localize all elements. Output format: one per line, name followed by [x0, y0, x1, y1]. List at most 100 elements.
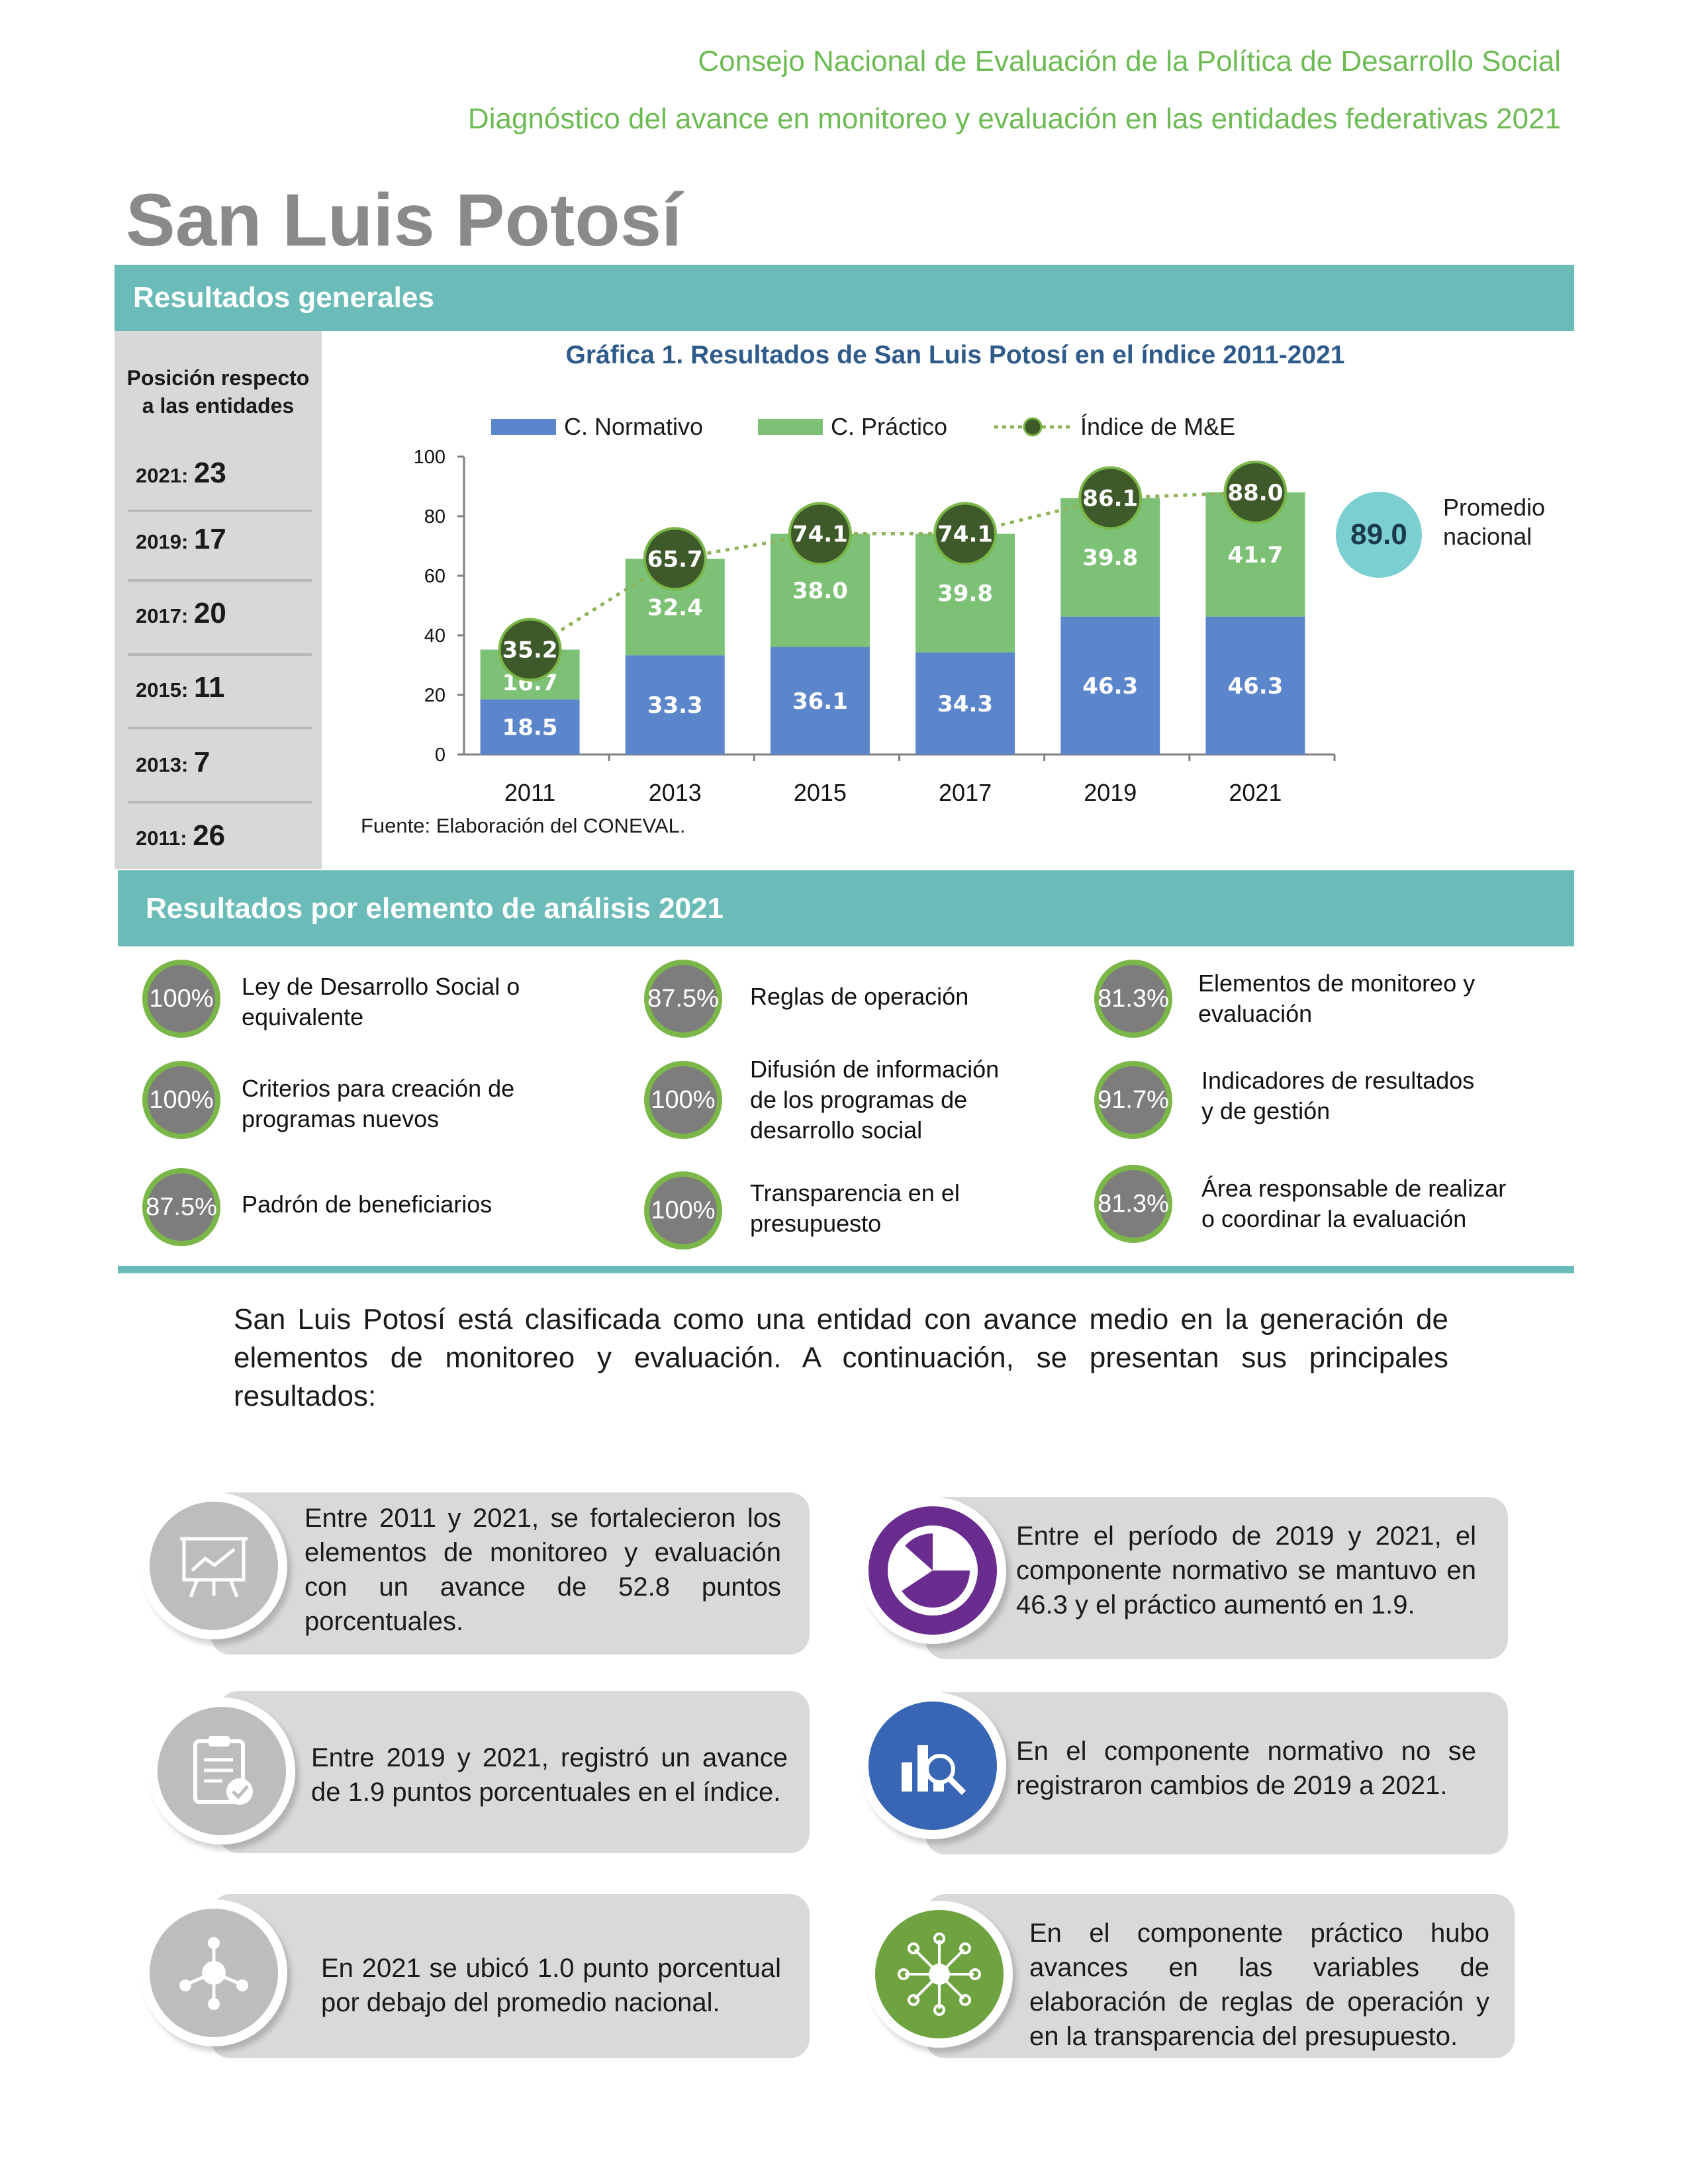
data-label-practico: 32.4 — [647, 594, 703, 621]
finding-text: En 2021 se ubicó 1.0 punto porcentual po… — [321, 1954, 781, 2017]
legend-normativo: C. Normativo — [491, 413, 703, 441]
y-tick-label: 80 — [424, 506, 445, 527]
header-council-name: Consejo Nacional de Evaluación de la Pol… — [698, 45, 1561, 77]
y-tick-label: 20 — [424, 685, 445, 706]
element-label-line: presupuesto — [750, 1210, 882, 1237]
finding-text: En el componente práctico hubo avances e… — [1029, 1919, 1489, 2051]
legend-swatch-practico — [758, 419, 823, 435]
national-average-value: 89.0 — [1350, 518, 1407, 551]
element-score-badge: 100% — [142, 960, 220, 1038]
ranking-divider — [128, 801, 312, 803]
element-label-line: Criterios para creación de — [242, 1075, 515, 1102]
legend-label-practico: C. Práctico — [831, 413, 948, 440]
ranking-row: 2015: 11 — [136, 671, 224, 704]
element-label: Elementos de monitoreo y evaluación — [1198, 968, 1475, 1029]
data-label-indice: 88.0 — [1227, 480, 1283, 506]
y-tick-label: 100 — [414, 447, 445, 468]
legend-label-normativo: C. Normativo — [564, 413, 704, 440]
ranking-value: 20 — [193, 597, 226, 629]
element-label: Difusión de información de los programas … — [750, 1054, 999, 1146]
finding-icon-ring — [859, 1497, 1006, 1644]
network-star-icon — [875, 1910, 1004, 2038]
element-label: Reglas de operación — [750, 981, 968, 1012]
element-label-line: Difusión de información — [750, 1056, 1000, 1083]
stacked-bar-chart: 020406080100201118.516.7201333.332.42015… — [414, 447, 1336, 806]
page-title: San Luis Potosí — [126, 179, 682, 261]
point-indice — [933, 502, 998, 566]
element-score: 87.5% — [647, 984, 719, 1013]
ranking-value: 23 — [193, 457, 226, 489]
finding-icon-ring — [148, 1698, 295, 1844]
legend-swatch-normativo — [491, 419, 556, 435]
finding-text: Entre el período de 2019 y 2021, el comp… — [1016, 1522, 1476, 1619]
element-score-badge: 100% — [142, 1061, 220, 1139]
bar-normativo — [1060, 616, 1160, 754]
data-label-indice: 86.1 — [1082, 486, 1138, 512]
element-label-line: Reglas de operación — [750, 983, 969, 1010]
ranking-row: 2011: 26 — [136, 819, 225, 852]
legend-practico: C. Práctico — [758, 413, 947, 441]
element-score-badge: 81.3% — [1094, 960, 1172, 1038]
element-label-line: de los programas de — [750, 1086, 968, 1113]
finding-card — [211, 1492, 810, 1655]
element-label-line: equivalente — [242, 1003, 364, 1030]
element-score-badge: 87.5% — [644, 960, 722, 1038]
national-average-label-line1: Promedio — [1443, 494, 1546, 521]
finding-icon-ring — [140, 1492, 287, 1639]
data-label-normativo: 34.3 — [937, 691, 993, 717]
element-score: 100% — [149, 1085, 214, 1114]
element-label-line: Transparencia en el — [750, 1179, 960, 1206]
x-tick-label: 2017 — [939, 779, 992, 806]
legend-indice: Índice de M&E — [993, 413, 1235, 441]
data-label-indice: 74.1 — [792, 522, 848, 548]
ranking-value: 7 — [193, 746, 211, 778]
element-label-line: o coordinar la evaluación — [1201, 1205, 1467, 1232]
section-header-elements: Resultados por elemento de análisis 2021 — [118, 870, 1574, 946]
point-indice — [643, 527, 707, 591]
point-indice — [1078, 466, 1143, 530]
finding-icon-ring — [866, 1901, 1013, 2048]
rankings-title: Posición respecto a las entidades — [115, 364, 322, 420]
ranking-divider — [128, 653, 312, 656]
finding-icon-ring — [859, 1692, 1006, 1839]
ranking-year: 2011: — [136, 827, 187, 850]
element-score: 87.5% — [146, 1193, 217, 1221]
ranking-divider — [128, 579, 312, 582]
element-score-badge: 100% — [644, 1061, 722, 1139]
element-label: Padrón de beneficiarios — [242, 1189, 492, 1220]
national-average-label-line2: nacional — [1443, 523, 1532, 550]
national-average-badge: 89.0 — [1336, 492, 1422, 578]
ranking-row: 2013: 7 — [136, 746, 210, 779]
chart-title: Gráfica 1. Resultados de San Luis Potosí… — [565, 341, 1345, 369]
data-label-normativo: 46.3 — [1227, 673, 1283, 700]
element-label-line: Padrón de beneficiarios — [242, 1191, 492, 1218]
x-tick-label: 2019 — [1084, 779, 1137, 806]
ranking-value: 11 — [193, 671, 225, 704]
data-label-practico: 41.7 — [1227, 542, 1283, 569]
finding-icon-ring — [140, 1899, 287, 2046]
data-label-indice: 74.1 — [937, 522, 993, 548]
element-label-line: Elementos de monitoreo y — [1198, 970, 1476, 997]
element-score: 100% — [149, 984, 214, 1013]
finding-text: En el componente normativo no se registr… — [1016, 1737, 1476, 1800]
point-indice — [498, 617, 562, 682]
ranking-year: 2019: — [136, 530, 189, 553]
finding-card — [925, 1692, 1508, 1854]
network-hub-icon — [150, 1909, 278, 2037]
element-score: 100% — [651, 1085, 716, 1114]
element-score: 91.7% — [1098, 1085, 1169, 1114]
chart-source: Fuente: Elaboración del CONEVAL. — [361, 814, 686, 837]
finding-text: Entre 2011 y 2021, se fortalecieron los … — [305, 1504, 781, 1636]
presentation-chart-icon — [150, 1502, 278, 1630]
rankings-title-line1: Posición respecto — [126, 366, 310, 390]
element-score: 81.3% — [1098, 1189, 1169, 1218]
summary-paragraph: San Luis Potosí está clasificada como un… — [234, 1303, 1448, 1412]
bar-normativo — [625, 655, 725, 754]
legend-swatch-indice — [994, 417, 1071, 437]
finding-card — [211, 1894, 810, 2058]
bar-normativo — [480, 699, 580, 754]
data-label-normativo: 33.3 — [647, 692, 703, 719]
element-label-line: evaluación — [1198, 1000, 1313, 1027]
ranking-value: 17 — [193, 523, 226, 555]
data-label-indice: 65.7 — [647, 546, 703, 572]
